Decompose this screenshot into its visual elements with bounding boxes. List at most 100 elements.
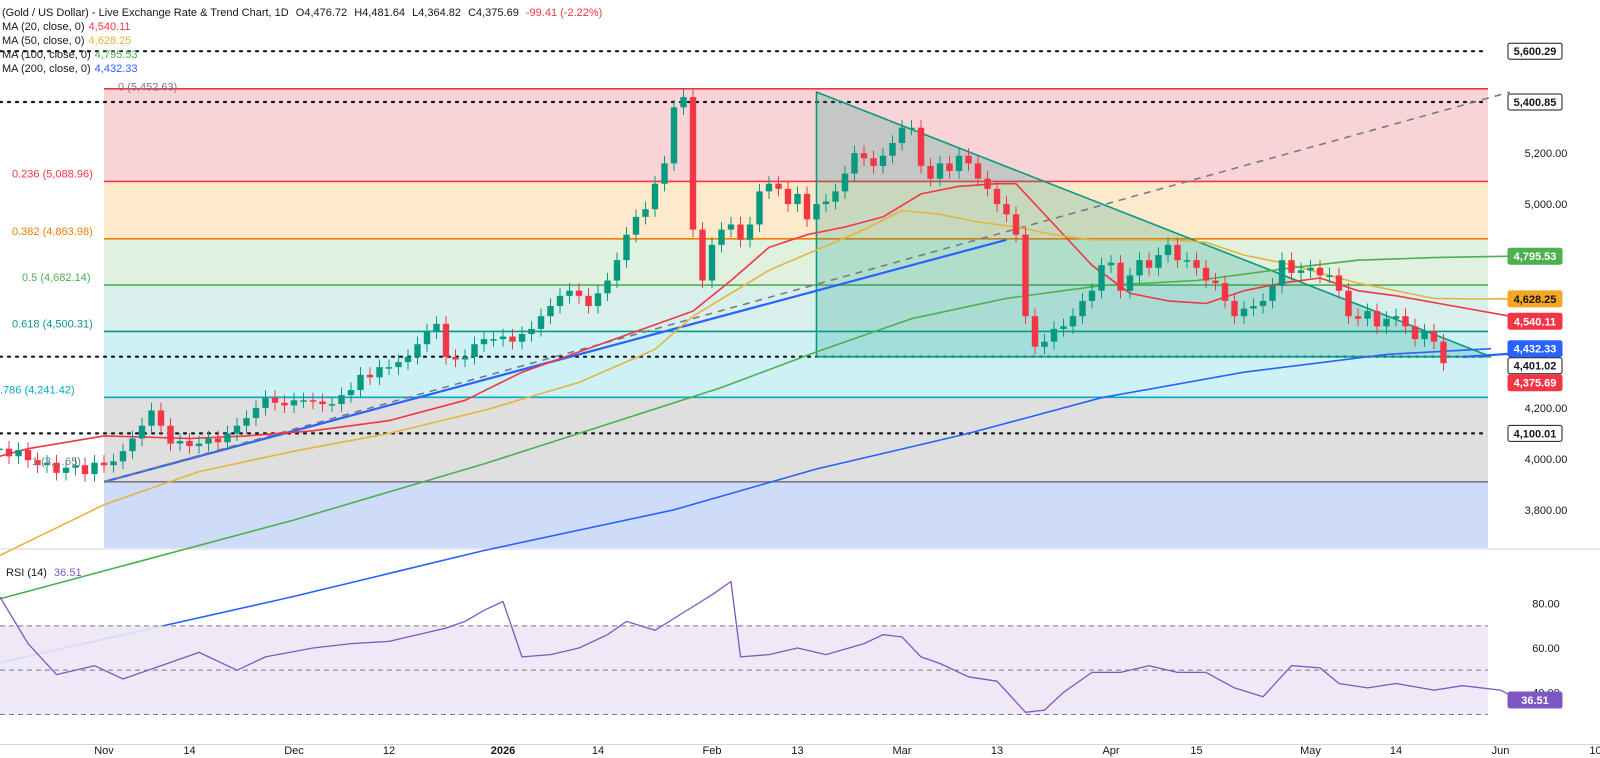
- fib-zone: [104, 397, 1488, 482]
- time-tick-label: 14: [1390, 745, 1402, 757]
- candle-body: [423, 331, 431, 345]
- price-tag: [1507, 93, 1563, 111]
- candle-body: [224, 433, 231, 443]
- candle-body: [1098, 265, 1105, 291]
- candle-body: [167, 425, 174, 444]
- ma-line: [0, 255, 1511, 600]
- time-tick-label: 13: [791, 745, 803, 757]
- ma-legend-label: MA (20, close, 0): [2, 21, 85, 33]
- candle-body: [1269, 285, 1276, 301]
- candle-body: [1164, 244, 1172, 256]
- candle-body: [1136, 260, 1143, 276]
- fib-zone: [104, 285, 1488, 332]
- ohlc-close: C4,375.69: [468, 7, 519, 19]
- fib-label: 0.236 (5,088.96): [12, 168, 93, 180]
- candle-body: [81, 465, 89, 475]
- candle-body: [936, 163, 944, 179]
- candle-body: [129, 438, 136, 452]
- candle-body: [404, 356, 412, 363]
- candle-body: [442, 323, 450, 357]
- price-tag-label: 5,400.85: [1514, 97, 1557, 109]
- candle-body: [366, 374, 374, 378]
- candle-body: [613, 260, 621, 281]
- candle-body: [490, 339, 497, 341]
- price-tag: [1507, 691, 1563, 709]
- price-tag: [1507, 290, 1563, 308]
- candle-body: [0, 448, 3, 451]
- ma-legend-row: MA (20, close, 0) 4,540.11: [2, 20, 135, 34]
- candle-body: [575, 290, 583, 296]
- candle-body: [195, 443, 203, 447]
- candle-body: [1069, 316, 1077, 327]
- candle-body: [632, 216, 640, 235]
- candle-body: [737, 224, 744, 240]
- candle-body: [385, 367, 393, 369]
- candle-body: [1003, 204, 1010, 215]
- candle-body: [1345, 290, 1352, 317]
- ma-legend-row: MA (100, close, 0) 4,795.53: [2, 48, 141, 62]
- time-tick-label: 2026: [491, 745, 515, 757]
- candle-body: [414, 344, 421, 357]
- price-tag-label: 4,432.33: [1514, 344, 1557, 356]
- price-tick-label: 4,200.00: [1525, 403, 1568, 415]
- candle-body: [148, 410, 155, 426]
- ma-legend-label: MA (50, close, 0): [2, 35, 85, 47]
- candle-body: [471, 344, 478, 357]
- candle-body: [727, 224, 735, 230]
- rsi-label: RSI (14): [6, 567, 47, 579]
- candle-body: [1079, 300, 1086, 317]
- price-tag: [1507, 374, 1563, 392]
- candle-body: [1050, 328, 1058, 342]
- candle-body: [566, 290, 573, 296]
- fib-label: 1 (3,…65): [32, 456, 81, 468]
- candle-body: [984, 178, 991, 189]
- candle-body: [262, 397, 269, 408]
- ma-legend-value: 4,540.11: [88, 21, 131, 33]
- candle-body: [480, 339, 488, 345]
- price-tag: [1507, 247, 1563, 265]
- time-tick-label: 15: [1190, 745, 1202, 757]
- candle-body: [176, 441, 184, 444]
- candle-body: [1126, 275, 1134, 291]
- ma-legend-value: 4,795.53: [94, 49, 138, 61]
- candle-body: [927, 165, 934, 179]
- fib-zone: [104, 331, 1488, 398]
- candle-body: [908, 127, 915, 130]
- time-tick-label: May: [1300, 745, 1321, 757]
- candle-body: [965, 155, 972, 164]
- candle-body: [347, 390, 355, 396]
- candle-body: [1088, 290, 1096, 301]
- candle-body: [1297, 270, 1305, 273]
- fib-labels: 0.236 (5,088.96) 0.382 (4,863.98) 0.5 (4,6…: [0, 82, 177, 468]
- candle-body: [746, 224, 754, 240]
- candle-body: [946, 163, 953, 172]
- time-tick-label: 13: [991, 745, 1003, 757]
- candle-body: [670, 107, 678, 164]
- candle-body: [1316, 267, 1324, 276]
- candle-body: [62, 467, 70, 473]
- candle-body: [357, 374, 364, 391]
- candle-body: [1364, 311, 1371, 319]
- rsi-legend: RSI (14) 36.51: [6, 567, 82, 579]
- candle-body: [1183, 260, 1191, 262]
- time-tick-label: Nov: [94, 745, 114, 757]
- candle-body: [756, 191, 763, 225]
- candle-body: [718, 229, 725, 245]
- ma-legend-label: MA (100, close, 0): [2, 49, 91, 61]
- candle-body: [271, 397, 279, 403]
- candle-body: [319, 401, 326, 405]
- price-tag-label: 36.51: [1521, 695, 1549, 707]
- time-tick-label: Apr: [1102, 745, 1119, 757]
- candle-body: [1402, 316, 1409, 327]
- rsi-tick-label: 80.00: [1532, 599, 1560, 611]
- candle-body: [813, 204, 820, 220]
- candle-body: [1326, 275, 1333, 277]
- candle-body: [186, 441, 193, 447]
- candle-body: [138, 425, 146, 439]
- ohlc-high: H4,481.64: [354, 7, 405, 19]
- rsi-tick-label: 60.00: [1532, 643, 1560, 655]
- candle-body: [699, 229, 706, 281]
- candle-body: [1117, 262, 1124, 291]
- candle-body: [651, 183, 659, 210]
